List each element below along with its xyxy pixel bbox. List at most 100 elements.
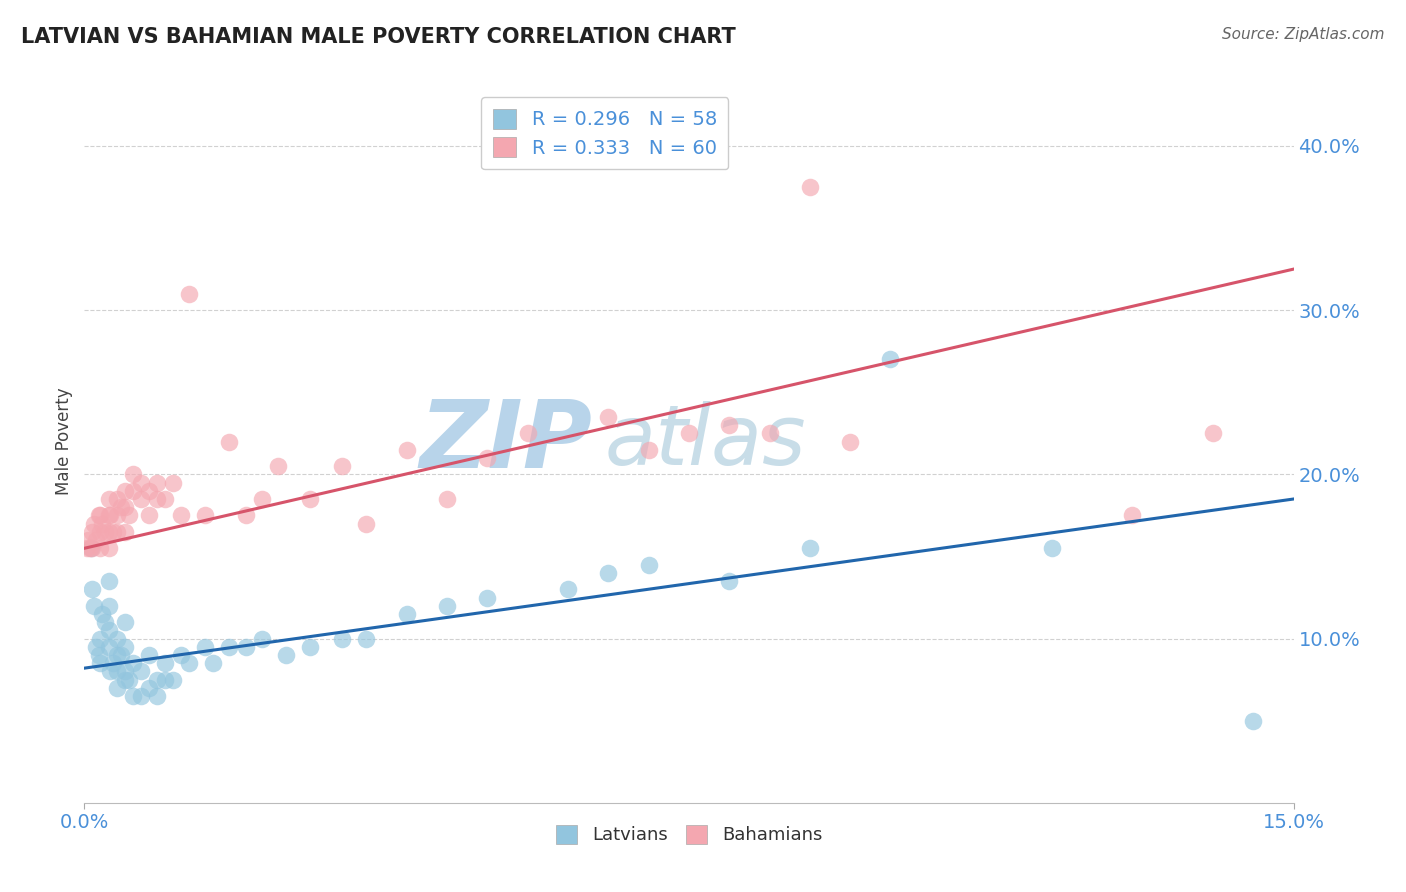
Point	[153, 491, 176, 506]
Point	[79, 541, 101, 556]
Point	[170, 508, 193, 523]
Point	[110, 500, 132, 515]
Point	[516, 426, 538, 441]
Point	[82, 541, 104, 556]
Point	[114, 500, 136, 515]
Point	[80, 541, 103, 556]
Point	[114, 665, 136, 679]
Point	[105, 632, 128, 646]
Point	[89, 541, 111, 556]
Point	[274, 648, 297, 662]
Point	[89, 524, 111, 539]
Point	[97, 491, 120, 506]
Point	[77, 533, 100, 547]
Point	[153, 673, 176, 687]
Point	[598, 409, 620, 424]
Point	[91, 607, 114, 621]
Point	[105, 491, 128, 506]
Point	[250, 491, 273, 506]
Point	[330, 459, 353, 474]
Point	[299, 491, 322, 506]
Point	[87, 508, 110, 523]
Point	[97, 640, 120, 654]
Point	[598, 566, 620, 580]
Point	[194, 640, 217, 654]
Point	[146, 475, 169, 490]
Point	[121, 483, 143, 498]
Point	[153, 657, 176, 671]
Point	[118, 508, 141, 523]
Point	[97, 599, 120, 613]
Point	[129, 491, 152, 506]
Point	[101, 524, 124, 539]
Point	[138, 508, 160, 523]
Point	[330, 632, 353, 646]
Point	[138, 483, 160, 498]
Point	[267, 459, 290, 474]
Point	[477, 591, 499, 605]
Point	[395, 442, 418, 457]
Point	[114, 673, 136, 687]
Point	[121, 657, 143, 671]
Point	[1202, 426, 1225, 441]
Point	[146, 491, 169, 506]
Point	[82, 582, 104, 597]
Point	[98, 508, 121, 523]
Point	[1040, 541, 1063, 556]
Point	[1121, 508, 1143, 523]
Point	[98, 665, 121, 679]
Text: LATVIAN VS BAHAMIAN MALE POVERTY CORRELATION CHART: LATVIAN VS BAHAMIAN MALE POVERTY CORRELA…	[21, 27, 735, 46]
Legend: Latvians, Bahamians: Latvians, Bahamians	[548, 818, 830, 852]
Point	[879, 352, 901, 367]
Point	[758, 426, 780, 441]
Point	[162, 475, 184, 490]
Point	[718, 418, 741, 433]
Point	[83, 516, 105, 531]
Point	[105, 648, 128, 662]
Point	[179, 286, 201, 301]
Point	[356, 516, 378, 531]
Point	[93, 524, 115, 539]
Point	[194, 508, 217, 523]
Point	[250, 632, 273, 646]
Point	[138, 681, 160, 695]
Text: atlas: atlas	[605, 401, 806, 482]
Point	[218, 434, 240, 449]
Text: ZIP: ZIP	[419, 395, 592, 488]
Point	[162, 673, 184, 687]
Point	[799, 541, 821, 556]
Point	[97, 524, 120, 539]
Point	[299, 640, 322, 654]
Point	[97, 574, 120, 588]
Point	[91, 516, 114, 531]
Point	[202, 657, 225, 671]
Point	[105, 665, 128, 679]
Point	[97, 508, 120, 523]
Point	[146, 689, 169, 703]
Point	[718, 574, 741, 588]
Point	[395, 607, 418, 621]
Point	[170, 648, 193, 662]
Y-axis label: Male Poverty: Male Poverty	[55, 388, 73, 495]
Point	[76, 541, 98, 556]
Point	[86, 640, 108, 654]
Point	[97, 541, 120, 556]
Point	[436, 599, 458, 613]
Point	[436, 491, 458, 506]
Point	[799, 180, 821, 194]
Point	[101, 657, 124, 671]
Point	[218, 640, 240, 654]
Point	[678, 426, 700, 441]
Point	[637, 442, 659, 457]
Point	[89, 632, 111, 646]
Point	[146, 673, 169, 687]
Point	[839, 434, 862, 449]
Point	[83, 599, 105, 613]
Text: Source: ZipAtlas.com: Source: ZipAtlas.com	[1222, 27, 1385, 42]
Point	[557, 582, 579, 597]
Point	[114, 483, 136, 498]
Point	[105, 524, 128, 539]
Point	[129, 475, 152, 490]
Point	[179, 657, 201, 671]
Point	[356, 632, 378, 646]
